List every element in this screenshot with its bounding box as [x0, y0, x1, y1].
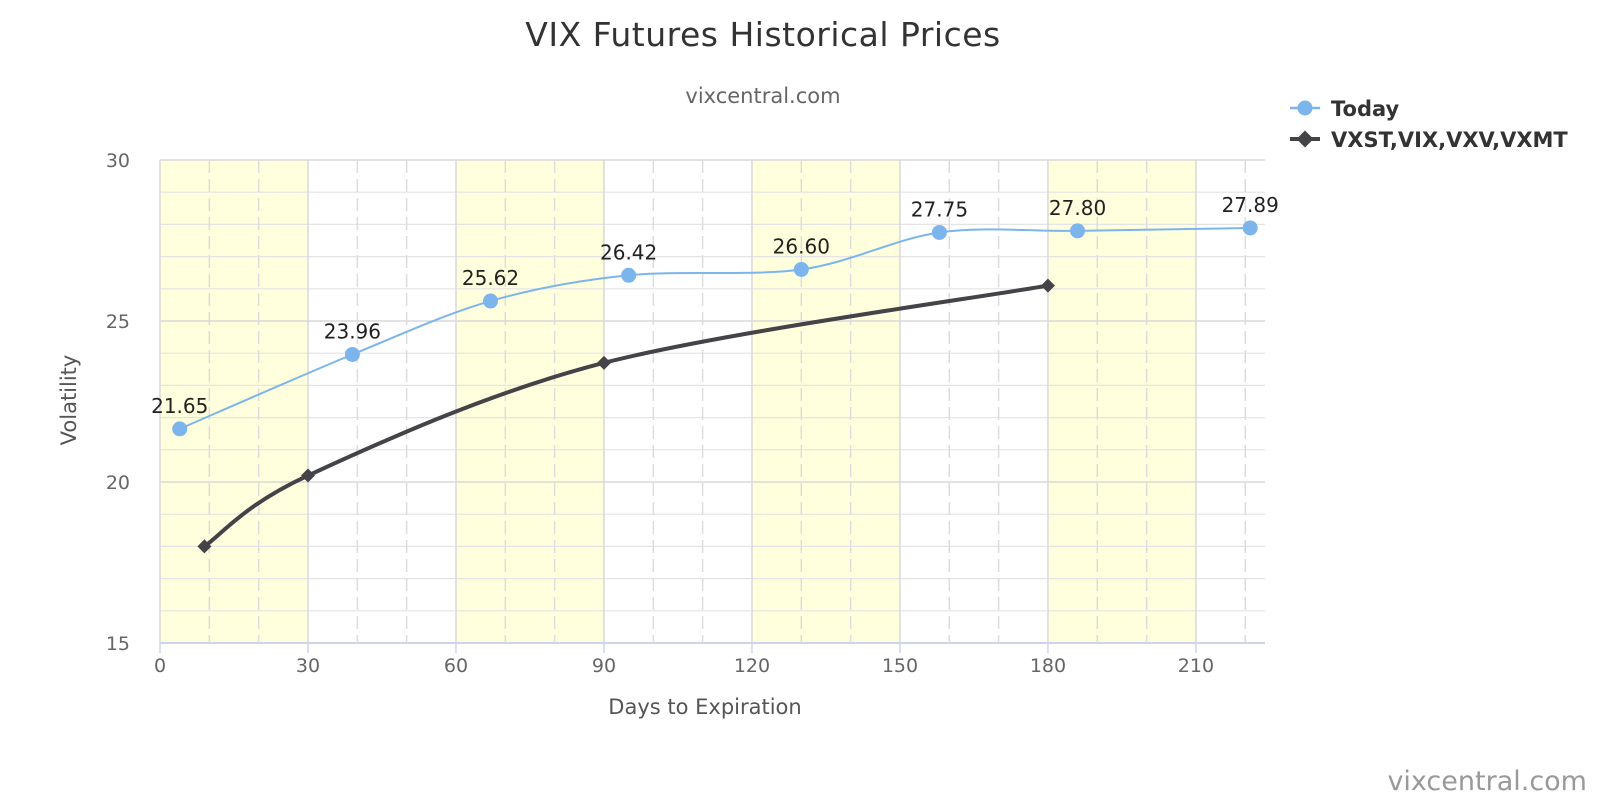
legend-swatch-marker [1297, 100, 1313, 116]
series-line-0 [178, 226, 1252, 430]
series-line-1 [202, 283, 1050, 549]
data-label: 27.80 [1049, 196, 1106, 220]
x-tick-label: 120 [734, 655, 770, 677]
x-tick-label: 210 [1178, 655, 1214, 677]
series-0-point-3 [621, 267, 637, 283]
data-label: 26.42 [600, 240, 657, 264]
data-label: 23.96 [324, 319, 381, 343]
series-1-point-3 [1040, 278, 1055, 293]
data-label: 21.65 [151, 394, 208, 418]
series-0-point-6 [1070, 223, 1086, 239]
series-1 [197, 278, 1055, 554]
series-0-point-0 [172, 421, 188, 437]
shaded-band-0 [160, 160, 308, 643]
credits-text: vixcentral.com [1387, 766, 1587, 797]
x-tick-label: 90 [592, 655, 616, 677]
shaded-band-3 [1047, 160, 1196, 643]
y-tick-label: 15 [106, 633, 130, 655]
series [172, 220, 1258, 554]
series-0 [172, 220, 1258, 437]
legend-label: Today [1331, 97, 1400, 121]
y-tick-label: 25 [106, 311, 130, 333]
x-tick-label: 30 [296, 655, 320, 677]
data-labels: 21.65 23.96 25.62 26.42 26.60 27.75 27.80 27.89 [151, 193, 1279, 418]
axes: 0 30 60 90 120 150 180 210 15 20 25 30 [106, 150, 1265, 677]
y-axis-title: Volatility [57, 355, 81, 446]
series-0-point-4 [793, 261, 809, 277]
legend: Today VXST,VIX,VXV,VXMT [1290, 97, 1568, 152]
x-axis-title: Days to Expiration [608, 695, 801, 719]
series-1-point-2 [596, 355, 611, 370]
x-tick-label: 60 [444, 655, 468, 677]
x-tick-label: 180 [1030, 655, 1066, 677]
grid [159, 159, 1265, 644]
legend-item-0: Today [1290, 97, 1400, 121]
data-label: 27.89 [1222, 193, 1279, 217]
series-1-point-1 [300, 468, 315, 483]
series-0-point-1 [344, 346, 360, 362]
series-1-point-0 [197, 539, 212, 554]
y-tick-label: 20 [106, 472, 130, 494]
x-tick-label: 150 [882, 655, 918, 677]
data-label: 26.60 [773, 234, 830, 258]
x-tick-label: 0 [154, 655, 166, 677]
shaded-bands [160, 160, 1196, 643]
legend-swatch-marker [1296, 130, 1314, 148]
shaded-band-2 [751, 160, 900, 643]
series-0-point-5 [931, 224, 947, 240]
chart-title: VIX Futures Historical Prices [525, 15, 1000, 54]
data-label: 27.75 [911, 197, 968, 221]
series-0-point-2 [483, 293, 499, 309]
chart-subtitle: vixcentral.com [685, 84, 840, 108]
data-label: 25.62 [462, 266, 519, 290]
legend-label: VXST,VIX,VXV,VXMT [1331, 128, 1568, 152]
legend-item-1: VXST,VIX,VXV,VXMT [1290, 128, 1568, 152]
series-0-point-7 [1242, 220, 1258, 236]
y-tick-label: 30 [106, 150, 130, 172]
